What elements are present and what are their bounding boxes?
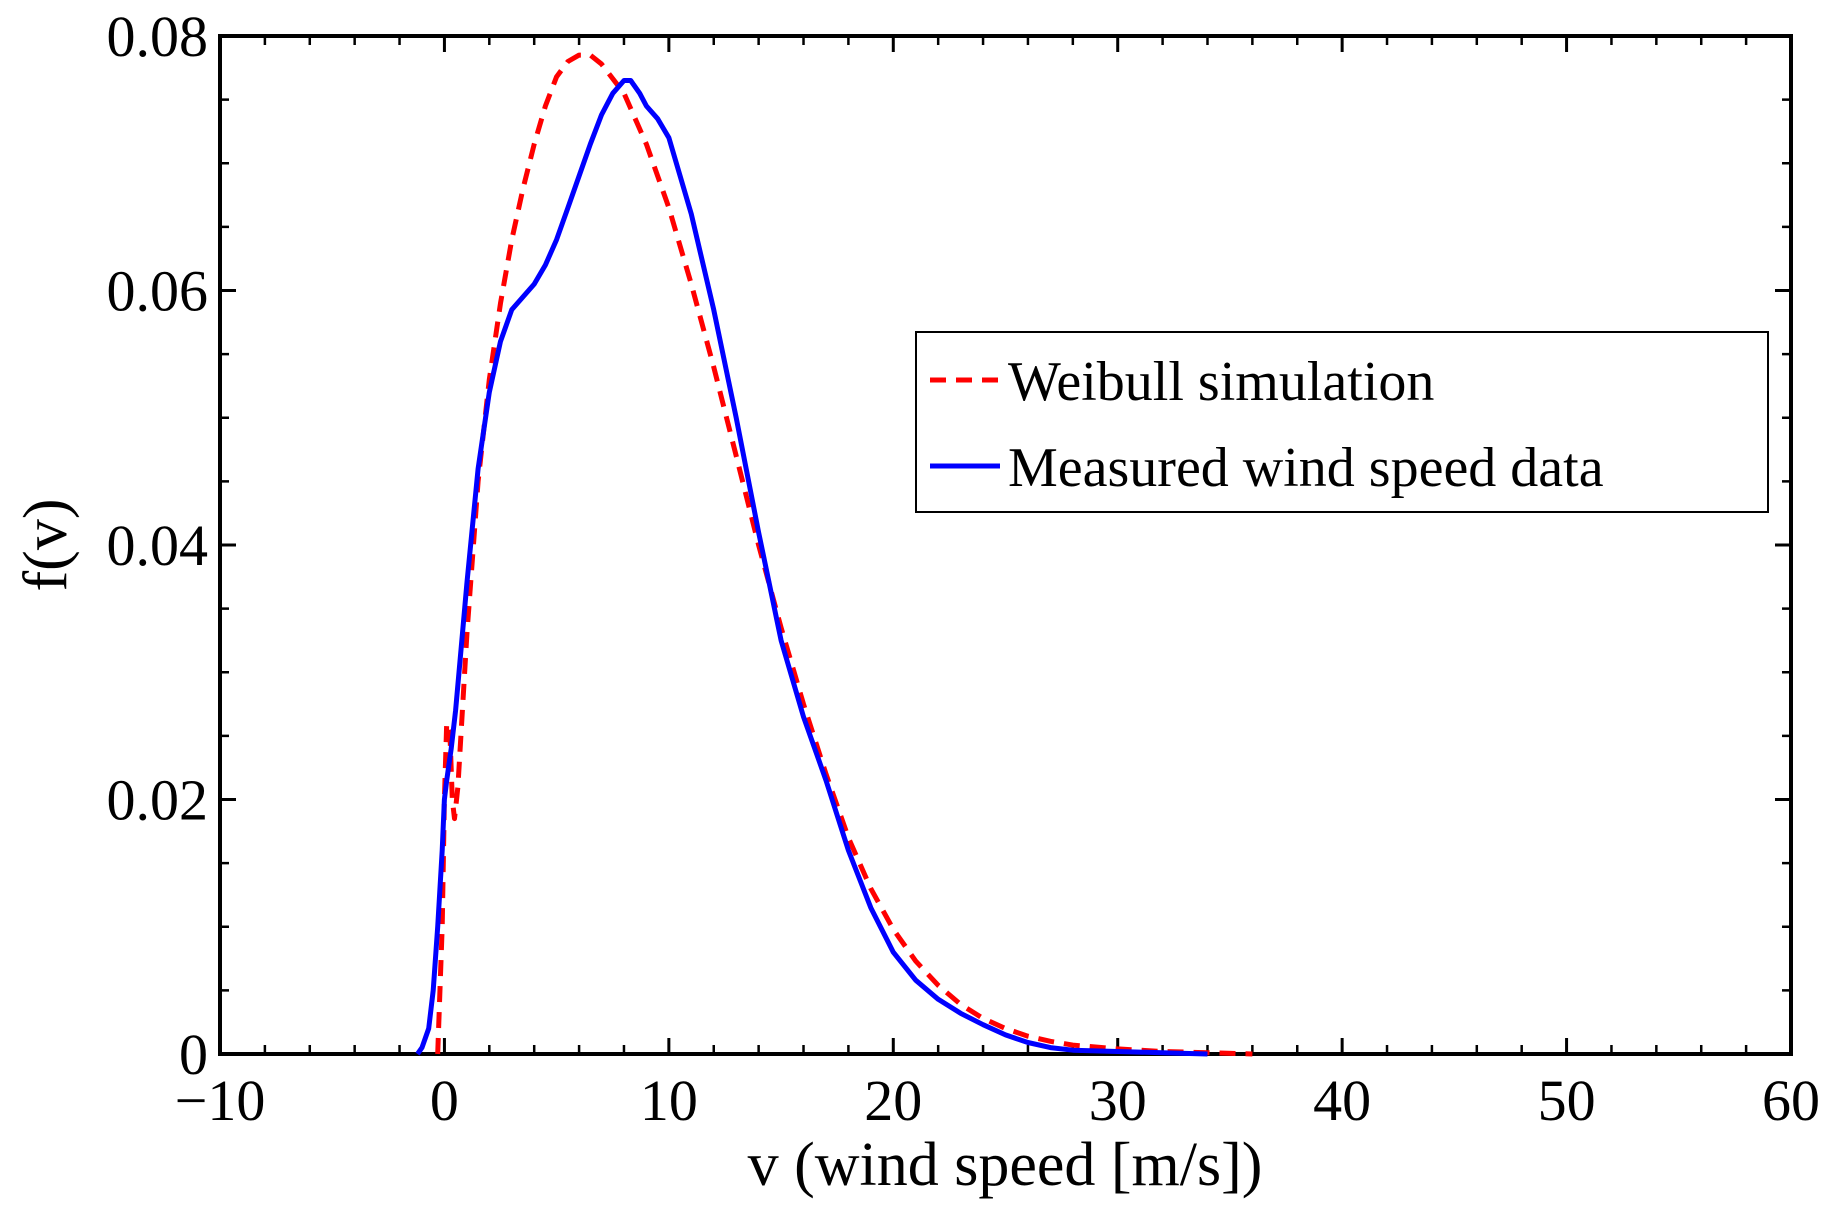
x-tick-label: 0 [430, 1068, 459, 1133]
axis-ticks [218, 34, 1793, 1056]
x-axis-label: v (wind speed [m/s]) [748, 1131, 1263, 1199]
legend-label-measured: Measured wind speed data [1008, 437, 1604, 499]
legend: Weibull simulation Measured wind speed d… [915, 331, 1769, 513]
y-tick-label: 0 [179, 1022, 208, 1087]
plot-area [218, 34, 1793, 1057]
series-line-measured [415, 78, 1208, 1057]
y-tick-label: 0.04 [107, 513, 209, 578]
x-tick-label: 30 [1089, 1068, 1147, 1133]
x-tick-label: 60 [1762, 1068, 1820, 1133]
y-tick-label: 0.02 [107, 768, 209, 833]
x-tick-label: −10 [175, 1068, 266, 1133]
x-tick-label: 10 [640, 1068, 698, 1133]
x-tick-label: 40 [1313, 1068, 1371, 1133]
legend-box [915, 331, 1769, 513]
legend-label-weibull: Weibull simulation [1008, 351, 1434, 413]
series-layer [415, 52, 1253, 1057]
series-line-weibull [435, 52, 1253, 1057]
y-axis-label: f(v) [12, 499, 80, 592]
x-tick-label: 50 [1538, 1068, 1596, 1133]
y-tick-label: 0.06 [107, 259, 209, 324]
y-tick-label: 0.08 [107, 4, 209, 69]
plot-frame [218, 34, 1793, 1056]
x-tick-label: 20 [864, 1068, 922, 1133]
